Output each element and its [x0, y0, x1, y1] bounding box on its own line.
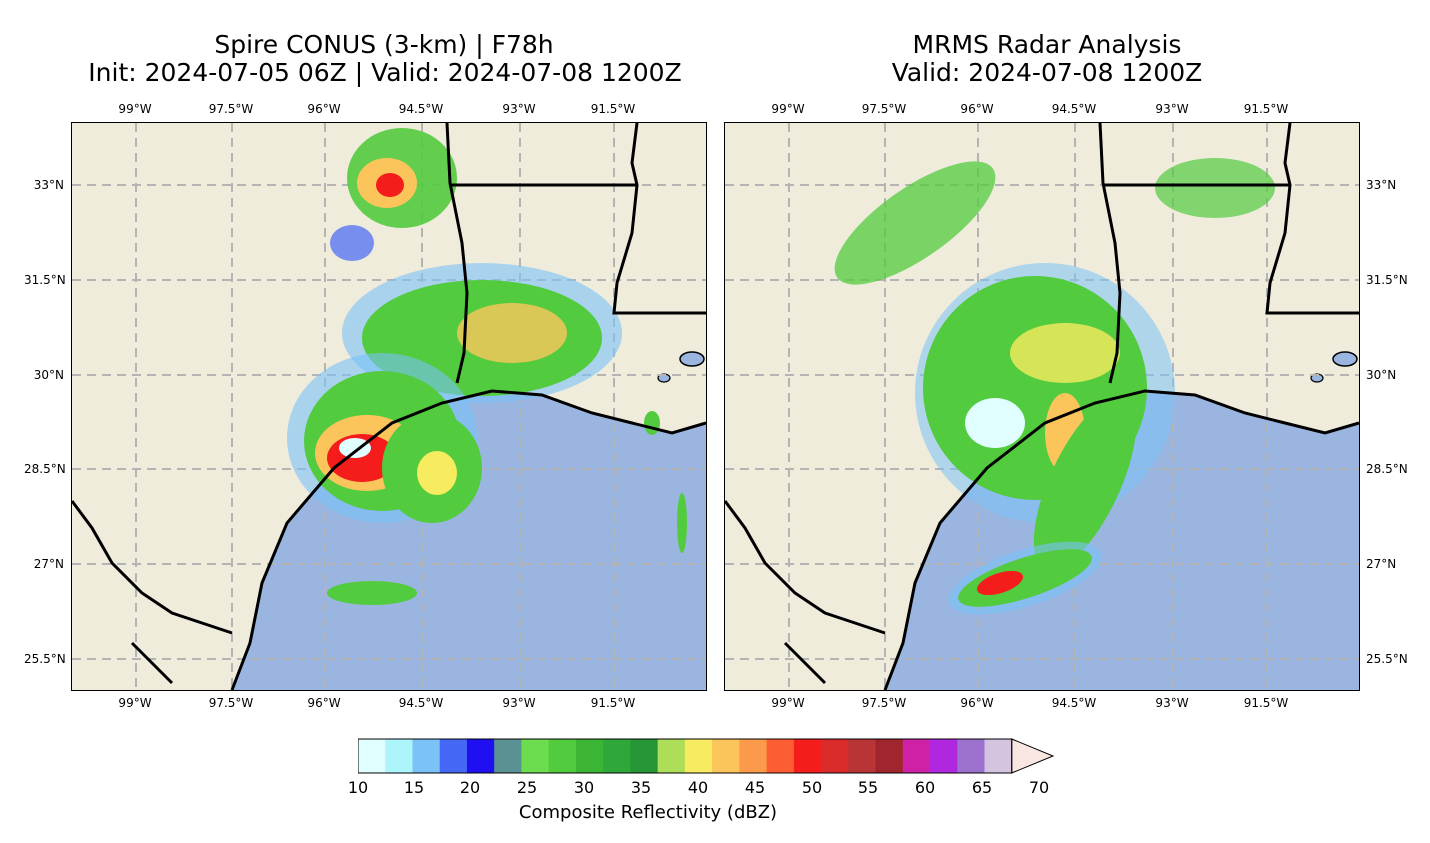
colorbar-segment [739, 739, 768, 773]
lat-label-left: 33°N [33, 178, 64, 192]
colorbar-tick: 10 [347, 778, 369, 797]
reflectivity-field [287, 128, 687, 605]
colorbar-tick: 70 [1028, 778, 1050, 797]
colorbar-tick: 50 [801, 778, 823, 797]
lat-label-right: 25.5°N [1366, 652, 1408, 666]
coastline-borders [725, 123, 1359, 690]
colorbar-segment [848, 739, 877, 773]
lat-label-left: 30°N [33, 368, 64, 382]
left-panel-subtitle: Init: 2024-07-05 06Z | Valid: 2024-07-08… [88, 58, 682, 87]
radar-analysis-map-svg [725, 123, 1359, 690]
lon-label-top-right: 97.5°W [861, 102, 907, 116]
colorbar-outline [358, 738, 1013, 774]
colorbar-tick: 30 [573, 778, 595, 797]
lon-label-top-right: 91.5°W [1243, 102, 1289, 116]
forecast-map-svg [72, 123, 706, 690]
lon-label-top-left: 91.5°W [590, 102, 636, 116]
lon-label-top-left: 93°W [502, 102, 536, 116]
lon-label-bottom-right: 91.5°W [1243, 696, 1289, 710]
colorbar [358, 738, 1055, 774]
forecast-map [71, 122, 707, 691]
left-panel-title: Spire CONUS (3-km) | F78h [214, 30, 554, 59]
colorbar-segment [603, 739, 631, 773]
colorbar-tick: 15 [403, 778, 425, 797]
colorbar-segment [657, 739, 686, 773]
lon-label-bottom-left: 91.5°W [590, 696, 636, 710]
lon-label-bottom-left: 97.5°W [208, 696, 254, 710]
colorbar-segment [793, 739, 822, 773]
colorbar-segment [712, 739, 740, 773]
colorbar-tick: 65 [971, 778, 993, 797]
colorbar-tick: 25 [516, 778, 538, 797]
colorbar-segment [875, 739, 904, 773]
radar-analysis-map [724, 122, 1360, 691]
right-panel-title: MRMS Radar Analysis [912, 30, 1182, 59]
colorbar-segment [984, 739, 1013, 773]
colorbar-label: Composite Reflectivity (dBZ) [518, 802, 778, 823]
lat-label-right: 27°N [1366, 557, 1397, 571]
lat-label-right: 28.5°N [1366, 462, 1408, 476]
lat-label-right: 30°N [1366, 368, 1397, 382]
colorbar-segment [358, 739, 386, 773]
colorbar-tick: 45 [744, 778, 766, 797]
lake [1332, 351, 1358, 367]
lon-label-bottom-right: 96°W [960, 696, 994, 710]
lake [679, 351, 705, 367]
colorbar-segment [821, 739, 849, 773]
colorbar-segment [684, 739, 713, 773]
colorbar-segment [439, 739, 468, 773]
colorbar-extend-arrow [1011, 738, 1055, 774]
colorbar-segment [902, 739, 931, 773]
colorbar-tick: 40 [687, 778, 709, 797]
coastline-borders [72, 123, 706, 690]
lon-label-bottom-right: 93°W [1155, 696, 1189, 710]
lon-label-bottom-right: 94.5°W [1051, 696, 1097, 710]
lon-label-bottom-left: 96°W [307, 696, 341, 710]
lon-label-top-right: 93°W [1155, 102, 1189, 116]
lat-label-left: 28.5°N [24, 462, 66, 476]
lon-label-bottom-left: 94.5°W [398, 696, 444, 710]
lon-label-top-right: 99°W [771, 102, 805, 116]
lon-label-top-left: 97.5°W [208, 102, 254, 116]
lon-label-top-right: 96°W [960, 102, 994, 116]
colorbar-segment [385, 739, 413, 773]
colorbar-tick: 55 [857, 778, 879, 797]
right-panel-subtitle: Valid: 2024-07-08 1200Z [891, 58, 1203, 87]
colorbar-segment [466, 739, 495, 773]
lon-label-top-left: 99°W [118, 102, 152, 116]
reflectivity-field [834, 158, 1275, 615]
lat-label-right: 31.5°N [1366, 273, 1408, 287]
lat-label-left: 27°N [33, 557, 64, 571]
lat-label-left: 31.5°N [24, 273, 66, 287]
lon-label-bottom-right: 99°W [771, 696, 805, 710]
colorbar-tick: 60 [914, 778, 936, 797]
colorbar-segment [494, 739, 522, 773]
lon-label-top-right: 94.5°W [1051, 102, 1097, 116]
colorbar-segment [575, 739, 604, 773]
colorbar-segment [766, 739, 795, 773]
lon-label-top-left: 96°W [307, 102, 341, 116]
colorbar-segment [930, 739, 958, 773]
lon-label-top-left: 94.5°W [398, 102, 444, 116]
lon-label-bottom-left: 93°W [502, 696, 536, 710]
colorbar-segment [630, 739, 659, 773]
colorbar-segment [957, 739, 986, 773]
lat-label-left: 25.5°N [24, 652, 66, 666]
lat-label-right: 33°N [1366, 178, 1397, 192]
colorbar-segment [521, 739, 550, 773]
colorbar-tick: 20 [459, 778, 481, 797]
lon-label-bottom-left: 99°W [118, 696, 152, 710]
lon-label-bottom-right: 97.5°W [861, 696, 907, 710]
colorbar-tick: 35 [630, 778, 652, 797]
colorbar-segment [412, 739, 441, 773]
colorbar-segment [548, 739, 577, 773]
